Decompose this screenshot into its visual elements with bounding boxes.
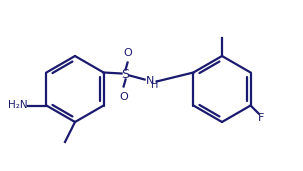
Text: O: O bbox=[123, 48, 132, 57]
Text: F: F bbox=[257, 113, 264, 122]
Text: S: S bbox=[122, 68, 130, 81]
Text: H₂N: H₂N bbox=[8, 101, 27, 110]
Text: O: O bbox=[119, 91, 128, 102]
Text: H: H bbox=[151, 80, 158, 89]
Text: N: N bbox=[145, 76, 154, 86]
